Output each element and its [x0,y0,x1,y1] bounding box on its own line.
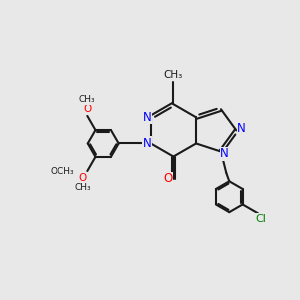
Text: N: N [220,147,229,161]
Text: CH₃: CH₃ [79,95,96,104]
Text: O: O [83,104,92,114]
Text: CH₃: CH₃ [164,70,183,80]
Text: CH₃: CH₃ [74,183,91,192]
Text: O: O [79,172,87,182]
Text: N: N [143,111,152,124]
Text: O: O [164,172,173,185]
Text: OCH₃: OCH₃ [50,167,74,176]
Text: N: N [143,137,152,150]
Text: Cl: Cl [256,214,266,224]
Text: N: N [237,122,246,135]
